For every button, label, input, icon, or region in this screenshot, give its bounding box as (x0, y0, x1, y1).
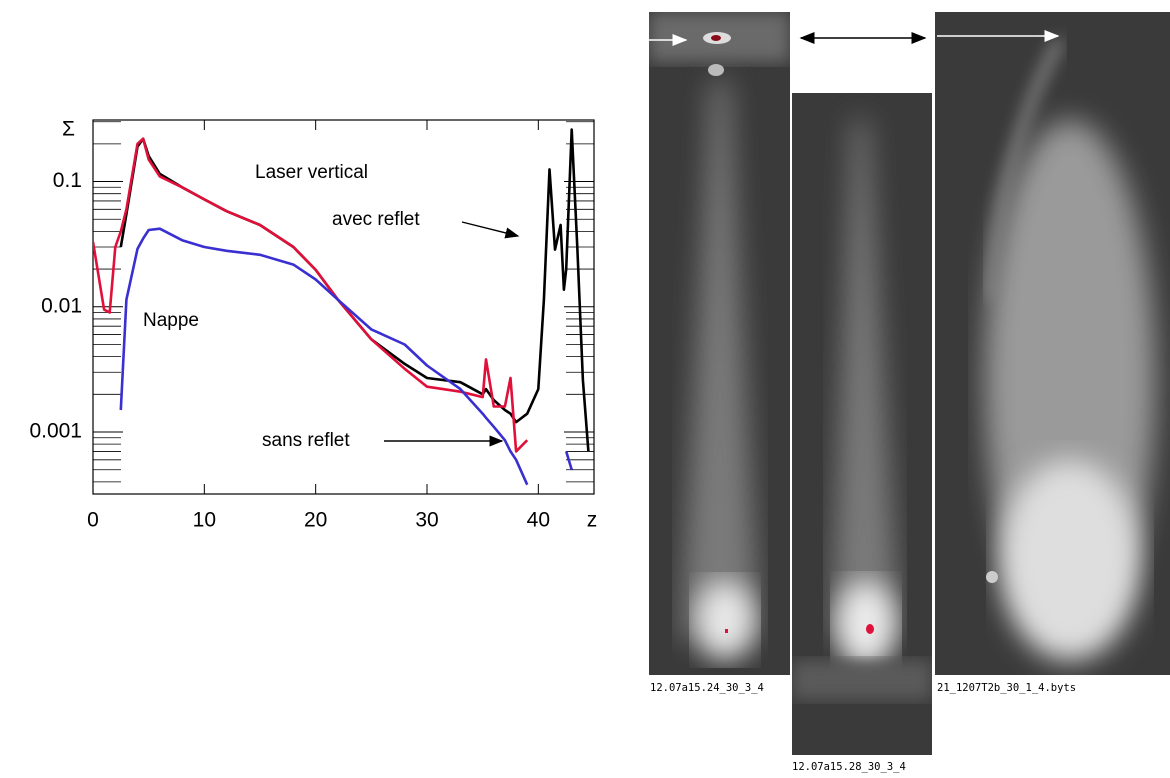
annotation-arrow (461, 221, 520, 239)
photo-caption: 12.07a15.28_30_3_4 (792, 761, 906, 773)
y-tick-label: 0.001 (29, 420, 82, 443)
photo-3 (935, 12, 1170, 675)
x-tick-label: 20 (304, 509, 327, 532)
series-line (119, 227, 573, 486)
x-axis-label: z (587, 509, 598, 532)
annotation: Nappe (143, 310, 199, 331)
annotation: avec reflet (332, 209, 420, 230)
photo-caption: 21_1207T2b_30_1_4.byts (937, 682, 1076, 694)
annotation: sans reflet (262, 430, 350, 451)
photo-1 (649, 12, 790, 675)
y-tick-label: 0.01 (41, 294, 82, 317)
x-tick-label: 30 (415, 509, 438, 532)
photo-caption: 12.07a15.24_30_3_4 (650, 682, 764, 694)
photo-2 (792, 93, 932, 755)
y-tick-label: 0.1 (53, 169, 82, 192)
x-tick-label: 0 (87, 509, 99, 532)
y-axis-label: Σ (62, 118, 75, 141)
series-line (93, 137, 529, 453)
annotation: Laser vertical (255, 162, 368, 183)
x-tick-label: 10 (193, 509, 216, 532)
x-tick-label: 40 (527, 509, 550, 532)
